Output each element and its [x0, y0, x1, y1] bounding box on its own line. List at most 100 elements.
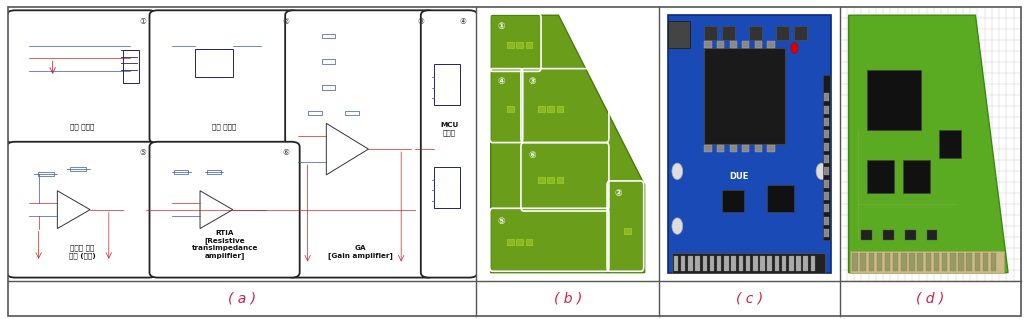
Bar	[730, 145, 737, 152]
Text: ( d ): ( d )	[916, 292, 945, 306]
Bar	[38, 173, 54, 176]
Bar	[804, 256, 808, 271]
Bar	[625, 228, 631, 234]
Bar	[910, 254, 915, 271]
Bar	[824, 167, 828, 175]
Bar	[674, 256, 678, 271]
Bar	[824, 155, 828, 163]
Bar	[755, 41, 762, 48]
Bar	[70, 167, 86, 171]
Bar	[746, 256, 750, 271]
Bar	[877, 254, 882, 271]
Bar	[866, 160, 894, 193]
Circle shape	[672, 163, 682, 180]
Text: MCU
연결부: MCU 연결부	[440, 122, 458, 136]
Bar	[824, 118, 828, 126]
Bar	[885, 254, 890, 271]
Bar	[681, 256, 685, 271]
Bar	[742, 145, 749, 152]
FancyBboxPatch shape	[7, 10, 157, 144]
FancyBboxPatch shape	[285, 10, 435, 278]
Bar	[557, 177, 563, 183]
Text: ③: ③	[528, 77, 536, 86]
Text: ( b ): ( b )	[554, 292, 581, 306]
Bar	[196, 49, 233, 77]
Bar	[517, 239, 523, 245]
Bar	[852, 254, 857, 271]
Bar	[704, 48, 785, 144]
FancyBboxPatch shape	[149, 142, 299, 278]
Circle shape	[791, 43, 799, 54]
Bar	[507, 106, 513, 112]
Bar	[811, 256, 815, 271]
Bar	[794, 26, 807, 40]
Bar	[717, 145, 724, 152]
Text: ④: ④	[497, 77, 505, 86]
Bar	[704, 26, 717, 40]
Bar	[507, 41, 513, 48]
Bar	[824, 180, 828, 188]
Bar	[868, 254, 874, 271]
Bar	[824, 204, 828, 212]
Bar	[860, 254, 865, 271]
Bar	[434, 167, 460, 208]
Bar	[696, 256, 700, 271]
Bar	[749, 26, 762, 40]
Bar	[933, 254, 939, 271]
Bar	[538, 177, 544, 183]
Bar	[901, 254, 907, 271]
Bar	[777, 26, 789, 40]
Text: ①: ①	[497, 22, 505, 31]
Bar	[883, 230, 894, 240]
Bar	[739, 256, 743, 271]
Text: ⑥: ⑥	[528, 151, 536, 160]
Bar	[732, 256, 736, 271]
Bar	[722, 190, 744, 212]
Bar	[755, 145, 762, 152]
Bar	[722, 26, 735, 40]
Bar	[861, 230, 873, 240]
Bar	[942, 254, 948, 271]
Bar	[950, 254, 956, 271]
Text: ⑤: ⑤	[497, 217, 505, 226]
Bar	[526, 41, 532, 48]
Bar	[768, 185, 794, 212]
Bar	[991, 254, 996, 271]
Bar	[939, 130, 961, 158]
Bar	[704, 41, 712, 48]
Bar	[983, 254, 988, 271]
Bar	[796, 256, 801, 271]
Bar	[966, 254, 971, 271]
Text: 전원 연결부: 전원 연결부	[70, 124, 94, 130]
Text: 보드 고정부: 보드 고정부	[212, 124, 237, 130]
Bar	[730, 41, 737, 48]
Text: ③: ③	[418, 17, 425, 26]
Text: ②: ②	[282, 17, 289, 26]
Bar	[557, 106, 563, 112]
Circle shape	[672, 218, 682, 234]
Bar	[768, 256, 772, 271]
Bar	[789, 256, 793, 271]
Bar	[668, 21, 689, 48]
Bar	[345, 111, 359, 115]
Bar	[724, 256, 729, 271]
Bar	[760, 256, 765, 271]
Bar	[866, 70, 921, 130]
Bar	[322, 33, 334, 38]
Bar	[824, 143, 828, 151]
Bar	[322, 85, 334, 90]
Bar	[824, 217, 828, 225]
Bar	[824, 229, 828, 237]
Bar	[547, 177, 554, 183]
Bar	[688, 256, 693, 271]
Text: 고감도 나노
센서 (모델): 고감도 나노 센서 (모델)	[69, 245, 96, 259]
Bar	[507, 239, 513, 245]
Text: ④: ④	[460, 17, 467, 26]
Bar	[703, 256, 707, 271]
Bar	[768, 41, 775, 48]
Bar	[824, 192, 828, 200]
Bar	[768, 145, 775, 152]
Bar	[782, 256, 786, 271]
Text: ②: ②	[614, 189, 622, 198]
Bar	[824, 106, 828, 114]
